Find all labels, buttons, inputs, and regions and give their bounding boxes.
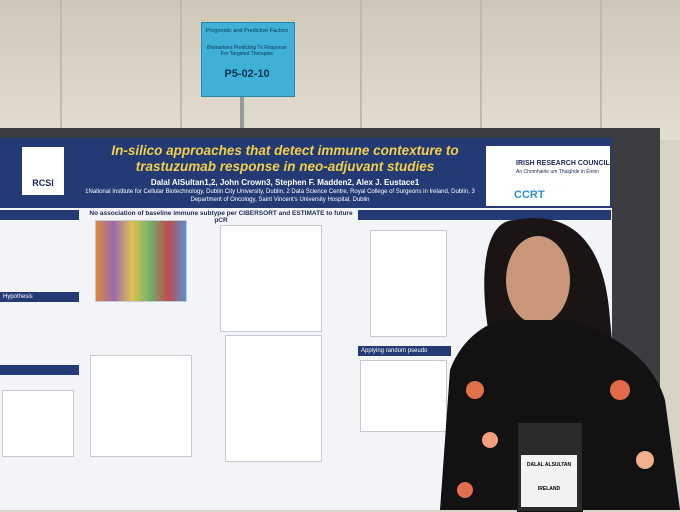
dress [440, 319, 680, 510]
flower [636, 451, 654, 469]
wall-panel [300, 0, 362, 140]
flower [482, 432, 498, 448]
flower [466, 381, 484, 399]
logo-box [486, 146, 610, 206]
logo-box [22, 147, 64, 195]
wall-panel [420, 0, 482, 140]
figure [225, 335, 322, 462]
logo-text: An Chomhairle um Thaighde in Éirinn [516, 169, 600, 175]
poster-authors: Dalal AlSultan1,2, John Crown3, Stephen … [150, 178, 420, 187]
figure [90, 355, 192, 457]
section-bar [0, 210, 79, 220]
badge-name: DALAL ALSULTAN [526, 462, 572, 468]
section-bar [358, 210, 611, 220]
session-sign [201, 22, 295, 97]
face [506, 236, 570, 324]
sign-post [240, 95, 244, 130]
section-heading: Applying random pseudo [358, 346, 451, 356]
sign-topic: Biomarkers Predicting Tx Response For Ta… [207, 45, 287, 57]
section-bar [0, 365, 79, 375]
logo-text: IRISH RESEARCH COUNCIL [516, 160, 610, 167]
sign-code: P5-02-10 [224, 68, 270, 80]
wall [0, 0, 680, 140]
wall-panel [540, 0, 602, 140]
badge-country: IRELAND [537, 486, 561, 492]
figure [2, 390, 74, 457]
section-heading: No association of baseline immune subtyp… [89, 210, 353, 224]
table-figure [220, 225, 322, 332]
table-figure [370, 230, 447, 337]
poster-affiliations: 1National Institute for Cellular Biotech… [85, 189, 475, 203]
wall-panel [120, 0, 182, 140]
sign-category: Prognostic and Predictive Factors [205, 28, 289, 34]
flower [457, 482, 473, 498]
logo-text: CCRT [514, 189, 545, 201]
figure [360, 360, 447, 432]
poster-title: In-silico approaches that detect immune … [111, 143, 459, 174]
section-heading: Hypothesis [0, 292, 79, 302]
flower [610, 380, 630, 400]
badge-card [521, 455, 577, 507]
wall-panel [0, 0, 62, 140]
person [440, 218, 680, 510]
logo-text: RCSI [32, 178, 54, 188]
figure [95, 220, 187, 302]
